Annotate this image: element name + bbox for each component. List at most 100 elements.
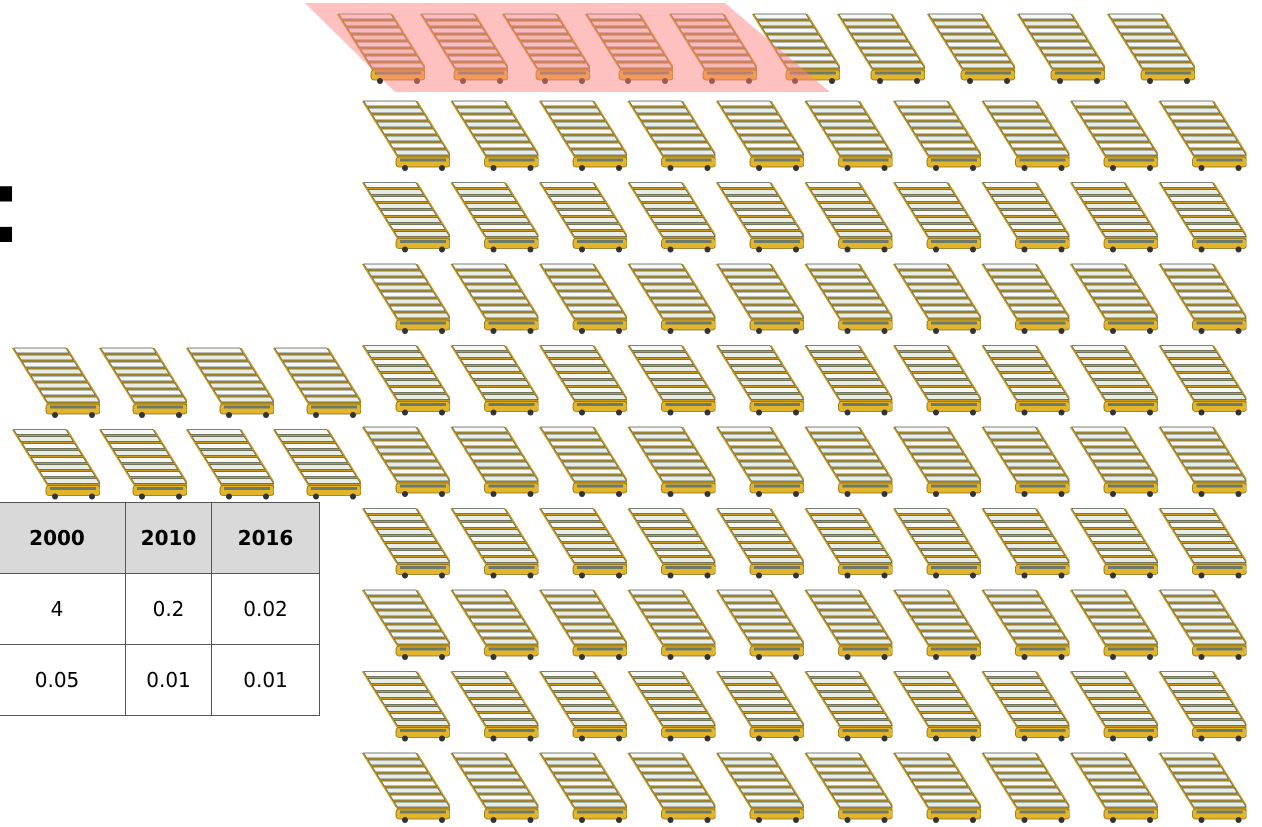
bus-stack [362, 672, 455, 742]
bus-stack [1070, 101, 1163, 171]
bus-stack [981, 753, 1074, 823]
bus-stack [273, 348, 366, 418]
bus-stack [893, 264, 986, 334]
highlight-band [305, 3, 830, 92]
bus-stack [362, 753, 455, 823]
row: 4 0.2 0.02 [0, 573, 320, 645]
header-cell: 2016 [211, 502, 320, 574]
bus-stack [450, 101, 543, 171]
cell: 0.2 [125, 573, 212, 645]
bus-stack [273, 430, 366, 500]
bus-stack [450, 590, 543, 660]
bus-stack [539, 509, 632, 579]
bus-stack [450, 672, 543, 742]
bus-stack [1070, 672, 1163, 742]
header-row: 2000 2010 2016 [0, 502, 320, 574]
cell: 4 [0, 573, 126, 645]
bus-stack [362, 101, 455, 171]
bus-stack [186, 348, 279, 418]
bus-stack [716, 672, 809, 742]
bus-stack [627, 183, 720, 253]
bus-stack [981, 590, 1074, 660]
bus-stack [1017, 14, 1110, 84]
bus-stack [981, 264, 1074, 334]
bus-stack [981, 101, 1074, 171]
header-cell: 2010 [125, 502, 212, 574]
bus-stack [804, 183, 897, 253]
bus-stack [893, 753, 986, 823]
bus-stack [539, 264, 632, 334]
bus-stack [362, 183, 455, 253]
bus-stack [627, 346, 720, 416]
bus-stack [627, 509, 720, 579]
bus-stack [1107, 14, 1200, 84]
bus-stack [981, 427, 1074, 497]
bus-stack [1158, 753, 1251, 823]
bus-stack [1070, 183, 1163, 253]
bus-stack [99, 430, 192, 500]
bus-stack [893, 346, 986, 416]
bus-stack [362, 346, 455, 416]
bus-stack [716, 183, 809, 253]
bus-stack [539, 101, 632, 171]
bus-stack [1070, 753, 1163, 823]
bus-stack [716, 346, 809, 416]
bus-stack [981, 346, 1074, 416]
bus-stack [627, 590, 720, 660]
bus-stack [1070, 509, 1163, 579]
bus-stack [450, 509, 543, 579]
bus-stack [893, 509, 986, 579]
bus-stack [362, 427, 455, 497]
bus-stack [539, 346, 632, 416]
bus-stack [804, 346, 897, 416]
heading: : [0, 150, 23, 260]
bus-stack [12, 348, 105, 418]
bus-stack [893, 427, 986, 497]
bus-stack [1158, 427, 1251, 497]
bus-stack [981, 672, 1074, 742]
bus-stack [362, 509, 455, 579]
bus-stack [539, 183, 632, 253]
bus-stack [627, 264, 720, 334]
bus-stack [893, 183, 986, 253]
bus-stack [186, 430, 279, 500]
cell: 0.02 [211, 573, 320, 645]
bus-stack [804, 264, 897, 334]
bus-stack [450, 346, 543, 416]
bus-stack [539, 590, 632, 660]
bus-stack [716, 101, 809, 171]
bus-stack [981, 509, 1074, 579]
cell: 0.01 [211, 644, 320, 716]
table: 2000 2010 2016 4 0.2 0.02 0.05 0.01 0.01 [0, 502, 320, 716]
bus-stack [450, 753, 543, 823]
bus-stack [627, 753, 720, 823]
bus-stack [804, 590, 897, 660]
bus-stack [450, 264, 543, 334]
bus-stack [837, 14, 930, 84]
bus-stack [627, 427, 720, 497]
bus-stack [99, 348, 192, 418]
bus-stack [627, 101, 720, 171]
bus-stack [893, 101, 986, 171]
bus-stack [804, 753, 897, 823]
bus-stack [539, 753, 632, 823]
bus-stack [362, 264, 455, 334]
bus-stack [539, 672, 632, 742]
bus-stack [1158, 264, 1251, 334]
bus-stack [1158, 509, 1251, 579]
bus-stack [1070, 590, 1163, 660]
bus-stack [716, 753, 809, 823]
bus-stack [893, 590, 986, 660]
bus-stack [804, 427, 897, 497]
bus-stack [450, 183, 543, 253]
cell: 0.01 [125, 644, 212, 716]
bus-stack [804, 509, 897, 579]
bus-stack [804, 672, 897, 742]
bus-stack [981, 183, 1074, 253]
bus-stack [1070, 427, 1163, 497]
bus-stack [450, 427, 543, 497]
row: 0.05 0.01 0.01 [0, 644, 320, 716]
bus-stack [716, 264, 809, 334]
